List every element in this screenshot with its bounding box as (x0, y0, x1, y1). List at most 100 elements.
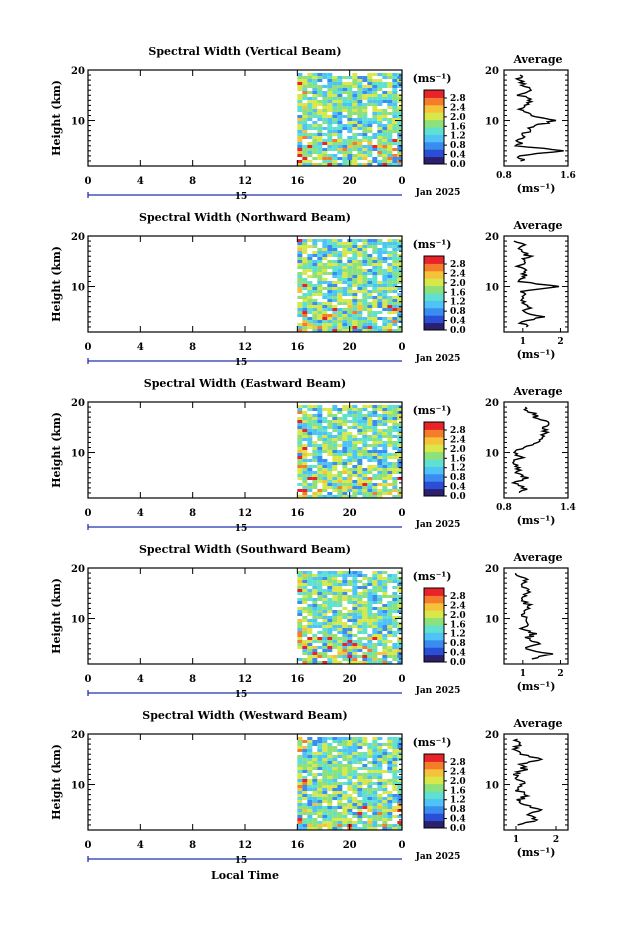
heatmap-cell (392, 94, 398, 97)
heatmap-cell (367, 260, 373, 263)
heatmap-cell (332, 740, 338, 743)
colorbar-frame (423, 587, 445, 663)
heatmap-cell (397, 580, 403, 583)
heatmap-cell (367, 127, 373, 130)
heatmap-cell (357, 646, 363, 649)
heatmap-cell (342, 91, 348, 94)
heatmap-cell (297, 163, 303, 166)
heatmap-cell (332, 598, 338, 601)
heatmap-cell (367, 163, 373, 166)
heatmap-cell (327, 408, 333, 411)
heatmap-cell (312, 106, 318, 109)
heatmap-cell (312, 420, 318, 423)
heatmap-cell (397, 148, 403, 151)
heatmap-cell (362, 447, 368, 450)
heatmap-cell (362, 157, 368, 160)
heatmap-cell (377, 290, 383, 293)
x-tick-label: 20 (343, 176, 357, 187)
heatmap-cell (312, 302, 318, 305)
heatmap-cell (317, 450, 323, 453)
heatmap-cell (337, 269, 343, 272)
heatmap-cell (387, 417, 393, 420)
heatmap-cell (372, 740, 378, 743)
heatmap-cell (332, 438, 338, 441)
heatmap-cell (332, 139, 338, 142)
colorbar-unit: (ms⁻¹) (413, 238, 452, 251)
heatmap-cell (387, 737, 393, 740)
heatmap-cell (382, 293, 388, 296)
heatmap-cell (347, 124, 353, 127)
heatmap-cell (362, 260, 368, 263)
colorbar-segment (424, 300, 444, 309)
heatmap-cell (382, 302, 388, 305)
heatmap-cell (317, 580, 323, 583)
heatmap-cell (297, 263, 303, 266)
heatmap-cell (327, 133, 333, 136)
heatmap-cell (362, 450, 368, 453)
heatmap-cell (307, 767, 313, 770)
heatmap-cell (362, 655, 368, 658)
heatmap-cell (382, 622, 388, 625)
heatmap-cell (342, 818, 348, 821)
avg-x-label: (ms⁻¹) (517, 846, 556, 859)
heatmap-cell (312, 275, 318, 278)
heatmap-cell (342, 794, 348, 797)
heatmap-cell (367, 405, 373, 408)
heatmap-cell (357, 619, 363, 622)
panel-title: Spectral Width (Eastward Beam) (144, 377, 346, 390)
heatmap-cell (307, 604, 313, 607)
avg-frame (503, 401, 569, 499)
heatmap-cell (377, 148, 383, 151)
heatmap-cell (382, 296, 388, 299)
heatmap-cell (337, 112, 343, 115)
colorbar-tick-label: 2.0 (450, 777, 466, 787)
heatmap-cell (372, 426, 378, 429)
heatmap-cell (322, 459, 328, 462)
heatmap-cell (297, 806, 303, 809)
heatmap-cell (362, 76, 368, 79)
heatmap-cell (352, 302, 358, 305)
heatmap-cell (357, 806, 363, 809)
heatmap-cell (357, 628, 363, 631)
heatmap-cell (322, 417, 328, 420)
heatmap-cell (302, 269, 308, 272)
heatmap-cell (297, 788, 303, 791)
colorbar-tick-label: 2.8 (450, 94, 466, 104)
heatmap-cell (392, 73, 398, 76)
heatmap-cell (337, 613, 343, 616)
heatmap-cell (352, 76, 358, 79)
heatmap-cell (317, 767, 323, 770)
heatmap-cell (332, 329, 338, 332)
heatmap-cell (347, 616, 353, 619)
heatmap-cell (312, 320, 318, 323)
heatmap-cell (332, 637, 338, 640)
heatmap-cell (387, 782, 393, 785)
heatmap-cell (317, 305, 323, 308)
heatmap-cell (382, 797, 388, 800)
heatmap-cell (347, 453, 353, 456)
heatmap-cell (342, 628, 348, 631)
colorbar-tick-label: 2.8 (450, 758, 466, 768)
heatmap-cell (322, 272, 328, 275)
heatmap-cell (362, 821, 368, 824)
heatmap-cell (342, 580, 348, 583)
heatmap-cell (367, 604, 373, 607)
heatmap-cell (352, 625, 358, 628)
heatmap-cell (372, 329, 378, 332)
heatmap-cell (332, 619, 338, 622)
heatmap-cell (332, 163, 338, 166)
heatmap-cell (387, 242, 393, 245)
heatmap-cell (387, 770, 393, 773)
heatmap-cell (357, 767, 363, 770)
heatmap-cell (352, 299, 358, 302)
heatmap-cell (367, 444, 373, 447)
heatmap-cell (347, 323, 353, 326)
heatmap-cell (312, 97, 318, 100)
heatmap-cell (307, 118, 313, 121)
heatmap-cell (372, 634, 378, 637)
heatmap-cell (302, 94, 308, 97)
heatmap-cell (387, 601, 393, 604)
heatmap-cell (352, 160, 358, 163)
heatmap-cell (302, 245, 308, 248)
heatmap-cell (317, 661, 323, 664)
